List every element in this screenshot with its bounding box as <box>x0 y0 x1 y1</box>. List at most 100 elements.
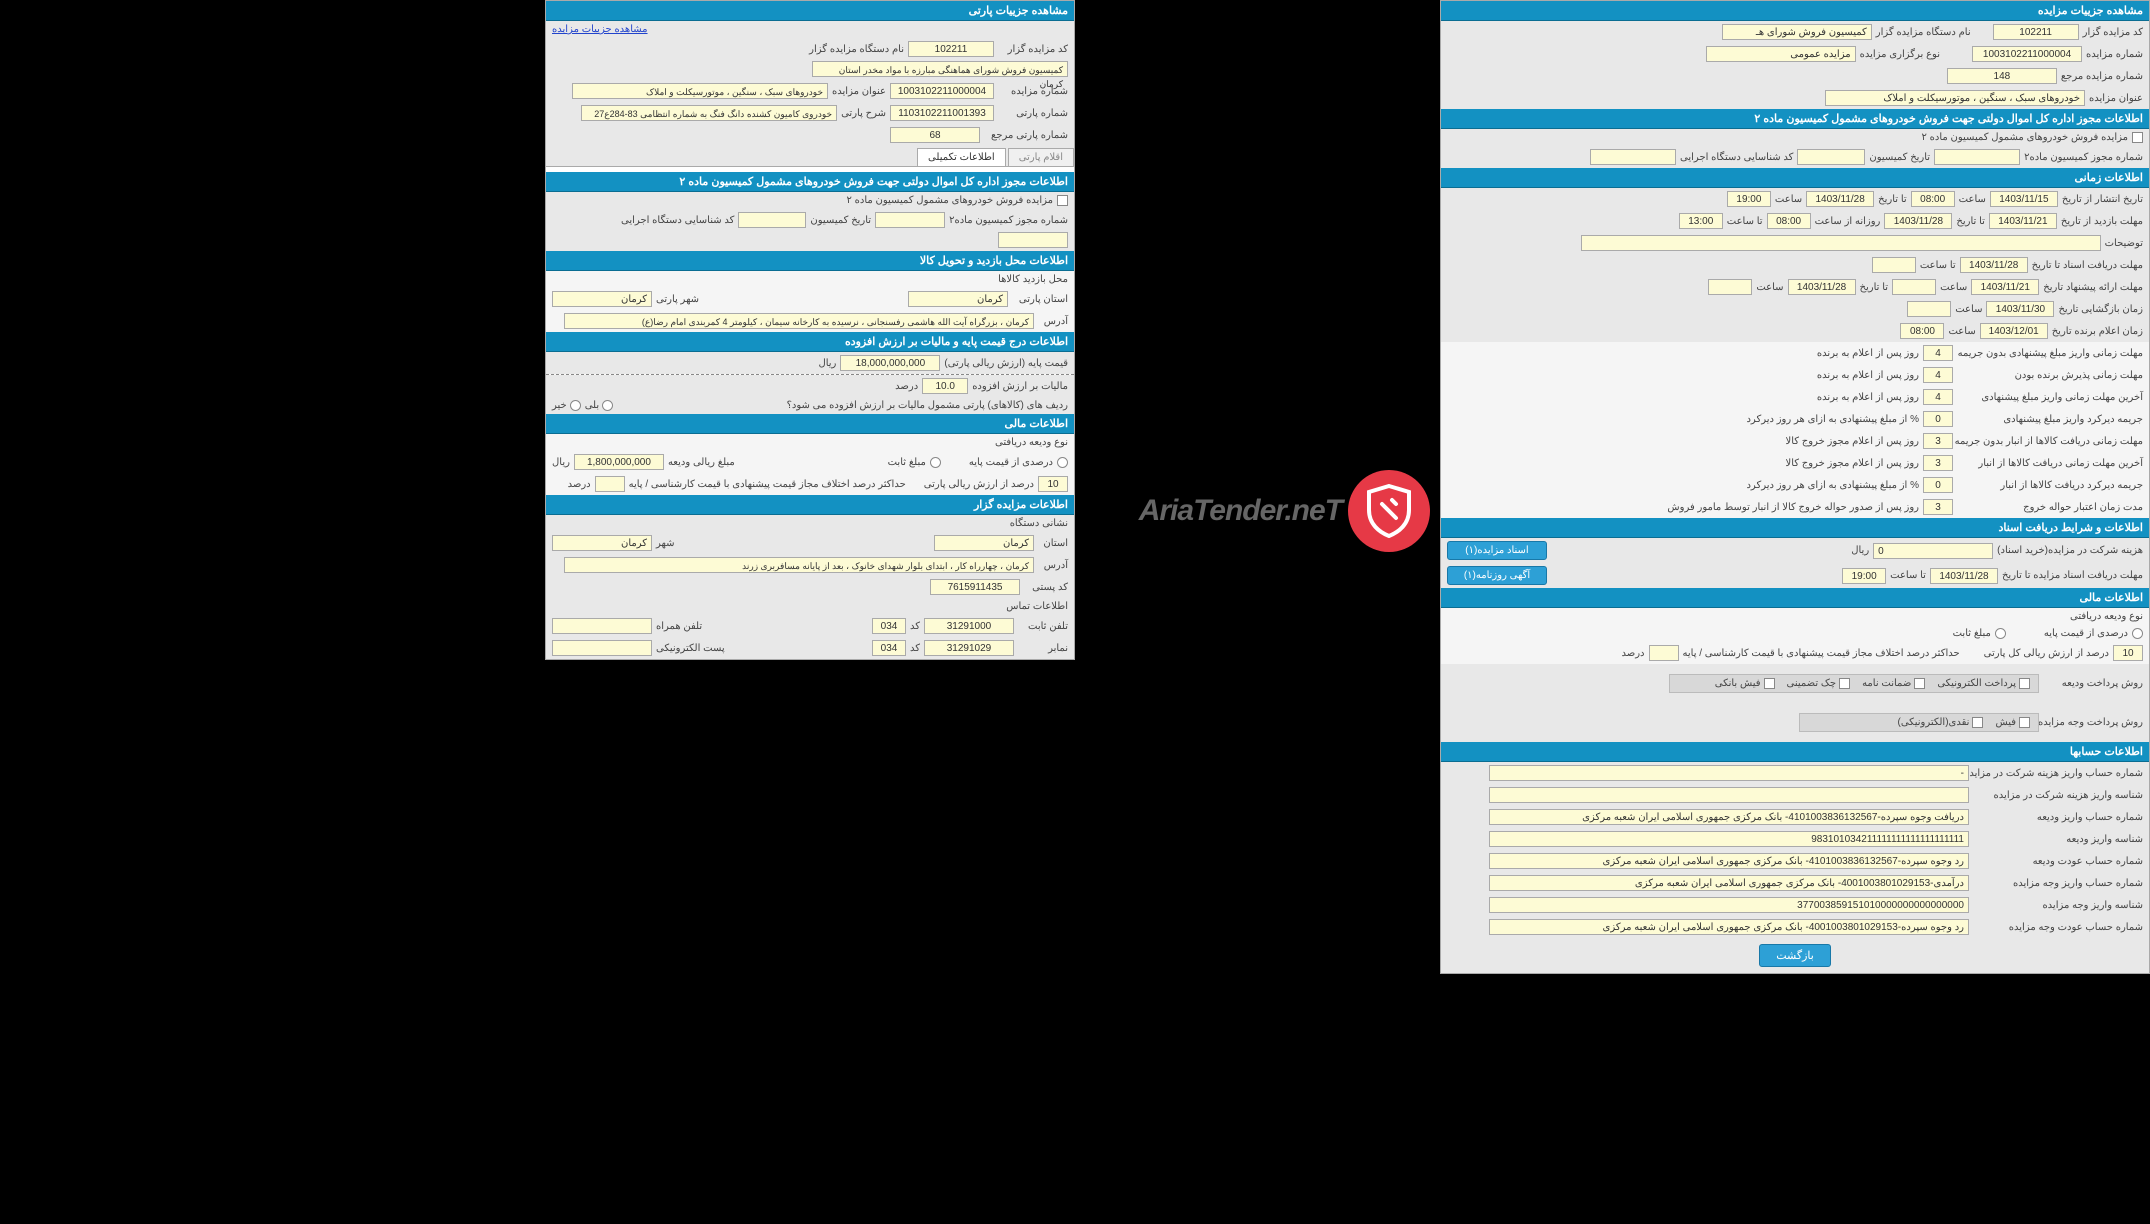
row-commission-fields: شماره مجوز کمیسیون ماده۲ تاریخ کمیسیون ک… <box>1441 146 2149 168</box>
row-pickup-grace: مهلت زمانی دریافت کالاها از انبار بدون ج… <box>1441 430 2149 452</box>
lq3: ردیف های (کالاهای) پارتی مشمول مالیات بر… <box>546 397 1074 414</box>
link-auction-detail[interactable]: مشاهده جزییات مزایده <box>552 24 648 35</box>
lbl-commission-date: تاریخ کمیسیون <box>1869 152 1930 163</box>
watermark-text: AriaTender.neT <box>1139 494 1342 528</box>
row-visit-deadline: مهلت بازدید از تاریخ 1403/11/21 تا تاریخ… <box>1441 210 2149 232</box>
tab-party-items[interactable]: اقلام پارتی <box>1008 148 1074 166</box>
btn-auction-docs[interactable]: اسناد مزایده(۱) <box>1447 541 1547 560</box>
check-cheque[interactable] <box>1839 678 1850 689</box>
row-accept-deadline: مهلت زمانی پذیرش برنده بودن 4 روز پس از … <box>1441 364 2149 386</box>
row-percent: 10 درصد از ارزش ریالی کل پارتی حداکثر در… <box>1441 642 2149 664</box>
btn-newspaper-ad[interactable]: آگهی روزنامه(۱) <box>1447 566 1547 585</box>
fld-commission-date <box>1797 149 1865 165</box>
row-commission-check: مزایده فروش خودروهای مشمول کمیسیون ماده … <box>1441 129 2149 146</box>
lbl-auction-type: نوع برگزاری مزایده <box>1860 49 1940 60</box>
row-pickup-penalty: جریمه دیرکرد دریافت کالاها از انبار 0 % … <box>1441 474 2149 496</box>
header-party-detail: مشاهده جزییات پارتی <box>546 1 1074 21</box>
row-doc-fee: هزینه شرکت در مزایده(خرید اسناد) 0 ریال … <box>1441 538 2149 563</box>
auction-detail-panel: مشاهده جزییات مزایده کد مزایده گزار 1022… <box>1440 0 2150 974</box>
lrow1: کد مزایده گزار 102211 نام دستگاه مزایده … <box>546 38 1074 80</box>
row-deposit-grace: مهلت زمانی واریز مبلغ پیشنهادی بدون جریم… <box>1441 342 2149 364</box>
radio-no[interactable] <box>570 400 581 411</box>
row-payment-method: روش پرداخت وجه مزایده فیش نقدی(الکترونیک… <box>1441 703 2149 742</box>
check-electronic[interactable] <box>2019 678 2030 689</box>
row-doc-deadline: مهلت دریافت اسناد تا تاریخ 1403/11/28 تا… <box>1441 254 2149 276</box>
check-commission-left[interactable] <box>1057 195 1068 206</box>
lv2: استان پارتی کرمان شهر پارتی کرمان <box>546 288 1074 310</box>
lbl-auction-title: عنوان مزایده <box>2089 93 2143 104</box>
header-timing: اطلاعات زمانی <box>1441 168 2149 188</box>
fld-auction-title: خودروهای سبک ، سنگین ، موتورسیکلت و املا… <box>1825 90 2085 106</box>
lrow5a: مزایده فروش خودروهای مشمول کمیسیون ماده … <box>546 192 1074 209</box>
row-acc4: شناسه واریز ودیعه 9831010342111111111111… <box>1441 828 2149 850</box>
lg6: تلفن ثابت 31291000 کد 034 تلفن همراه <box>546 615 1074 637</box>
check-receipt[interactable] <box>1764 678 1775 689</box>
header-doc-conditions: اطلاعات و شرایط دریافت اسناد <box>1441 518 2149 538</box>
btn-return[interactable]: بازگشت <box>1759 944 1831 967</box>
row-auction-number: شماره مزایده 1003102211000004 نوع برگزار… <box>1441 43 2149 65</box>
lbl-auction-number: شماره مزایده <box>2086 49 2143 60</box>
row-acc1: شماره حساب واریز هزینه شرکت در مزایده - <box>1441 762 2149 784</box>
lrow5b: شماره مجوز کمیسیون ماده۲ تاریخ کمیسیون ک… <box>546 209 1074 251</box>
header-accounts: اطلاعات حسابها <box>1441 742 2149 762</box>
fld-auctioneer-name: کمیسیون فروش شورای هـ <box>1722 24 1872 40</box>
watermark: AriaTender.neT <box>1139 470 1430 552</box>
radio-percent[interactable] <box>2132 628 2143 639</box>
row-deposit-penalty: جریمه دیرکرد واریز مبلغ پیشنهادی 0 % از … <box>1441 408 2149 430</box>
row-opening-time: زمان بازگشایی تاریخ 1403/11/30 ساعت <box>1441 298 2149 320</box>
row-description: توضیحات <box>1441 232 2149 254</box>
radio-fixed[interactable] <box>1995 628 2006 639</box>
lm1: نوع ودیعه دریافتی <box>546 434 1074 451</box>
row-publish-date: تاریخ انتشار از تاریخ 1403/11/15 ساعت 08… <box>1441 188 2149 210</box>
radio-yes[interactable] <box>602 400 613 411</box>
lbl-auctioneer-name: نام دستگاه مزایده گزار <box>1876 27 1971 38</box>
watermark-logo-icon <box>1348 470 1430 552</box>
party-detail-panel: مشاهده جزییات پارتی مشاهده جزییات مزایده… <box>545 0 1075 660</box>
row-acc7: شناسه واریز وجه مزایده 37700385915101000… <box>1441 894 2149 916</box>
lg4: کد پستی 7615911435 <box>546 576 1074 598</box>
lg2: استان کرمان شهر کرمان <box>546 532 1074 554</box>
lg1: نشانی دستگاه <box>546 515 1074 532</box>
row-acc2: شناسه واریز هزینه شرکت در مزایده <box>1441 784 2149 806</box>
header-commission-permit: اطلاعات مجوز اداره کل اموال دولتی جهت فر… <box>1441 109 2149 129</box>
lrow2: شماره مزایده 1003102211000004 عنوان مزای… <box>546 80 1074 102</box>
fld-auction-number: 1003102211000004 <box>1972 46 2082 62</box>
row-exit-validity: مدت زمان اعتبار حواله خروج 3 روز پس از ص… <box>1441 496 2149 518</box>
fld-description <box>1581 235 2101 251</box>
lbl-permit-number: شماره مجوز کمیسیون ماده۲ <box>2024 152 2143 163</box>
lheader6: اطلاعات مزایده گزار <box>546 495 1074 515</box>
lm3: 10 درصد از ارزش ریالی پارتی حداکثر درصد … <box>546 473 1074 495</box>
row-last-pickup: آخرین مهلت زمانی دریافت کالاها از انبار … <box>1441 452 2149 474</box>
fld-permit-number <box>1934 149 2020 165</box>
header-auction-detail: مشاهده جزییات مزایده <box>1441 1 2149 21</box>
row-deposit-method: روش پرداخت ودیعه پرداخت الکترونیکی ضمانت… <box>1441 664 2149 703</box>
fld-exec-code <box>1590 149 1676 165</box>
tab-extra-info[interactable]: اطلاعات تکمیلی <box>917 148 1006 166</box>
row-proposal-deadline: مهلت ارائه پیشنهاد تاریخ 1403/11/21 ساعت… <box>1441 276 2149 298</box>
lq2: مالیات بر ارزش افزوده 10.0 درصد <box>546 375 1074 397</box>
check-fish[interactable] <box>2019 717 2030 728</box>
check-guarantee[interactable] <box>1914 678 1925 689</box>
row-ref-number: شماره مزایده مرجع 148 <box>1441 65 2149 87</box>
row-link: مشاهده جزییات مزایده <box>546 21 1074 38</box>
lbl-commission: مزایده فروش خودروهای مشمول کمیسیون ماده … <box>1921 132 2128 143</box>
lv3: آدرس کرمان ، بزرگراه آیت الله هاشمی رفسن… <box>546 310 1074 332</box>
check-cash-electronic[interactable] <box>1972 717 1983 728</box>
lheader3: اطلاعات محل بازدید و تحویل کالا <box>546 251 1074 271</box>
lheader2: اطلاعات مجوز اداره کل اموال دولتی جهت فر… <box>546 172 1074 192</box>
row-winner-time: زمان اعلام برنده تاریخ 1403/12/01 ساعت 0… <box>1441 320 2149 342</box>
lheader5: اطلاعات مالی <box>546 414 1074 434</box>
check-commission[interactable] <box>2132 132 2143 143</box>
radio-fixed-left[interactable] <box>930 457 941 468</box>
radio-percent-left[interactable] <box>1057 457 1068 468</box>
row-return: بازگشت <box>1441 938 2149 973</box>
tabs: اقلام پارتی اطلاعات تکمیلی <box>546 146 1074 166</box>
row-deposit-type: نوع ودیعه دریافتی <box>1441 608 2149 625</box>
lm2: درصدی از قیمت پایه مبلغ ثابت مبلغ ریالی … <box>546 451 1074 473</box>
row-auctioneer: کد مزایده گزار 102211 نام دستگاه مزایده … <box>1441 21 2149 43</box>
row-auction-title: عنوان مزایده خودروهای سبک ، سنگین ، موتو… <box>1441 87 2149 109</box>
lg7: نمابر 31291029 کد 034 پست الکترونیکی <box>546 637 1074 659</box>
lheader4: اطلاعات درج قیمت پایه و مالیات بر ارزش ا… <box>546 332 1074 352</box>
lbl-auctioneer-code: کد مزایده گزار <box>2083 27 2143 38</box>
header-financial: اطلاعات مالی <box>1441 588 2149 608</box>
